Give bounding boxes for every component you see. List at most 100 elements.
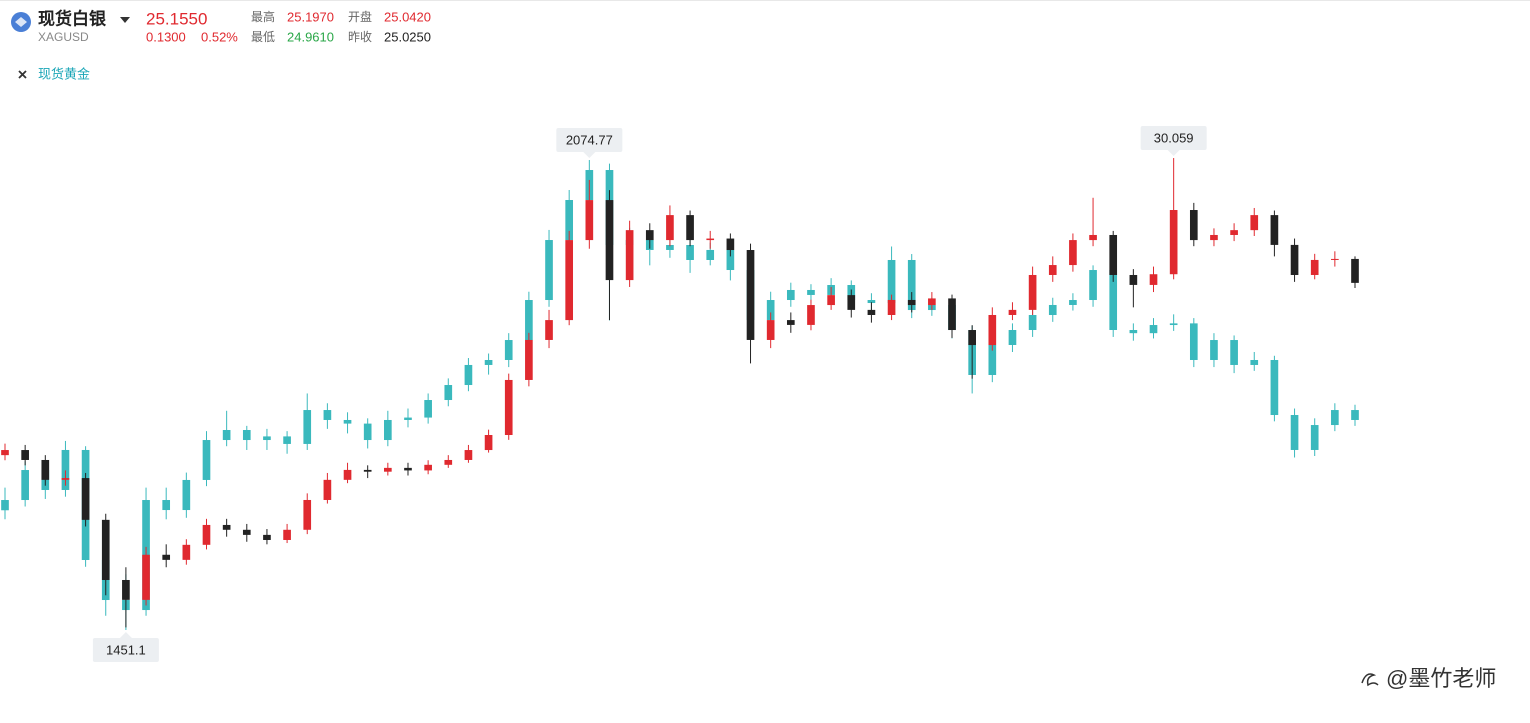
candle-body (1290, 244, 1299, 275)
candle-body (222, 524, 231, 530)
dropdown-arrow[interactable] (120, 17, 130, 23)
candle-body (1149, 325, 1158, 334)
candle-body (61, 449, 70, 490)
candle-body (807, 289, 815, 295)
candle-body (263, 534, 271, 540)
symbol-icon-mark (15, 17, 27, 27)
candle-body (81, 478, 90, 520)
candle-body (1210, 340, 1218, 360)
candle-body (1109, 270, 1118, 331)
candle-body (1028, 274, 1037, 310)
open-value: 25.0420 (384, 9, 431, 24)
candle-body (1310, 425, 1319, 450)
candle-body (1169, 323, 1178, 326)
callout-label: 30.059 (1154, 130, 1194, 145)
candle-body (363, 469, 372, 472)
candle-body (464, 364, 473, 386)
candle-body (706, 238, 715, 241)
candle-body (444, 385, 453, 401)
symbol-code: XAGUSD (38, 30, 89, 44)
candle-body (1, 450, 9, 456)
candle-body (1270, 215, 1279, 245)
candle-body (122, 579, 130, 600)
candle-body (786, 320, 795, 325)
candle-body (1149, 274, 1158, 285)
candle-body (1, 500, 9, 511)
candle-body (21, 470, 29, 501)
candle-body (404, 467, 412, 471)
candle-body (363, 423, 372, 441)
callout-pointer (119, 632, 132, 639)
candle-body (928, 298, 936, 306)
candle-body (807, 305, 815, 325)
candle-body (1290, 415, 1299, 450)
candle-body (1069, 240, 1077, 266)
candle-body (766, 320, 775, 340)
candle-body (1048, 265, 1057, 275)
candle-body (1089, 270, 1097, 301)
remove-compare[interactable] (18, 70, 27, 79)
open-label: 开盘 (348, 9, 372, 24)
candle-body (1210, 234, 1218, 241)
candles (1, 158, 1359, 631)
candle-body (101, 519, 110, 580)
candle-body (666, 215, 674, 241)
candle-body (645, 230, 654, 241)
candle-body (1008, 330, 1017, 345)
candle-body (907, 299, 916, 306)
prev-close-label: 昨收 (348, 30, 372, 44)
candle-body (504, 340, 513, 360)
change: 0.1300 (146, 29, 186, 44)
candle-body (323, 479, 332, 500)
candle-body (887, 299, 896, 315)
candle-body (948, 298, 956, 331)
callouts: 2074.77 1451.1 30.059 (92, 126, 1207, 663)
candle-body (686, 215, 694, 241)
candle-body (585, 200, 594, 241)
candle-body (162, 554, 171, 560)
candle-body (323, 410, 332, 420)
candle-body (283, 436, 291, 444)
candle-body (786, 289, 795, 301)
candle-body (1230, 230, 1238, 235)
candle-body (686, 244, 694, 260)
candle-body (565, 240, 574, 321)
candle-body (1089, 234, 1097, 241)
candle-body (1230, 340, 1238, 365)
candle-body (202, 440, 211, 480)
watermark-icon (1361, 673, 1379, 687)
candle-body (182, 479, 191, 511)
candle-body (968, 330, 976, 346)
candle-body (162, 500, 171, 511)
candle-body (142, 554, 150, 600)
candle-body (242, 529, 251, 535)
callout-box (556, 128, 623, 153)
candle-body (202, 524, 211, 545)
candle-body (283, 529, 291, 540)
candle-body (706, 249, 715, 260)
candle-body (444, 459, 453, 465)
callout-pointer (583, 152, 596, 159)
candle-body (887, 259, 896, 304)
candle-body (424, 400, 432, 418)
high-label: 最高 (251, 9, 275, 24)
candle-body (384, 467, 392, 472)
candle-body (1310, 259, 1319, 275)
low-value: 24.9610 (287, 29, 334, 44)
candle-body (1069, 300, 1077, 305)
candle-body (182, 544, 191, 560)
price: 25.1550 (146, 9, 207, 28)
candle-body (525, 339, 533, 380)
candle-body (343, 469, 352, 480)
candle-body (988, 314, 997, 346)
candle-body (484, 359, 493, 365)
candle-body (988, 344, 997, 375)
symbol-name[interactable]: 现货白银 (38, 8, 107, 28)
prev-close-value: 25.0250 (384, 29, 431, 44)
candle-body (21, 450, 29, 460)
candle-body (666, 244, 674, 250)
compare-tag[interactable]: 现货黄金 (38, 66, 90, 81)
candle-body (605, 200, 614, 281)
